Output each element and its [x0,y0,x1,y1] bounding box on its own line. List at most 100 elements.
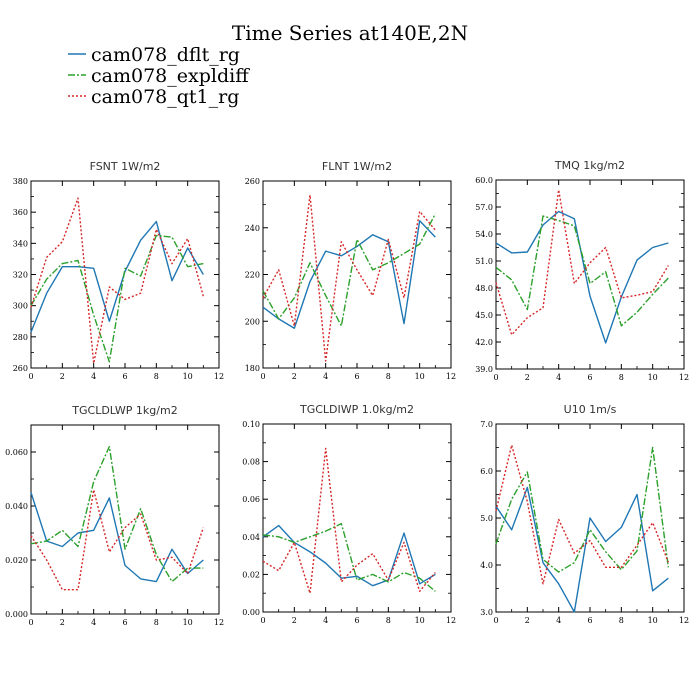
y-tick-label: 320 [13,271,28,280]
x-tick-label: 0 [260,616,265,625]
y-tick-label: 4.0 [480,561,493,570]
legend: cam078_dflt_rg cam078_expldiff cam078_qt… [68,44,250,108]
y-tick-label: 0.020 [5,556,28,565]
x-tick-label: 4 [556,616,561,625]
y-tick-label: 300 [13,302,28,311]
x-tick-label: 12 [679,616,689,625]
panel-u10: U10 1m/s 0 2 4 6 8 10 12 3.0 4.0 5.0 6.0 7.0 [480,403,689,625]
x-tick-label: 4 [91,372,96,381]
x-tick-label: 2 [525,616,530,625]
series-line-cam078_qt1_rg [30,197,205,365]
x-tick-label: 10 [183,372,193,381]
x-tick-label: 12 [446,616,456,625]
x-tick-label: 8 [154,618,159,627]
x-tick-label: 2 [292,372,297,381]
y-tick-label: 57.0 [475,203,493,212]
x-tick-label: 4 [323,616,328,625]
series-line-cam078_qt1_rg [495,444,669,585]
series-line-cam078_dflt_rg [30,492,204,583]
x-tick-label: 10 [648,616,658,625]
x-tick-label: 12 [214,372,224,381]
y-tick-label: 7.0 [480,420,493,429]
y-tick-label: 0.060 [5,448,28,457]
x-tick-label: 4 [556,373,561,382]
series-line-cam078_dflt_rg [262,220,436,329]
x-tick-label: 6 [354,372,359,381]
x-tick-label: 0 [493,373,498,382]
y-tick-label: 340 [13,239,28,248]
y-tick-label: 240 [245,224,260,233]
legend-label-0: cam078_dflt_rg [91,44,240,66]
x-tick-label: 6 [587,373,592,382]
x-tick-label: 12 [679,373,689,382]
series-line-cam078_expldiff [262,522,436,592]
series-line-cam078_dflt_rg [30,220,204,333]
x-tick-label: 4 [323,372,328,381]
y-tick-label: 39.0 [475,365,493,374]
y-tick-label: 0.06 [242,495,260,504]
y-tick-label: 0.10 [242,420,260,429]
x-tick-label: 12 [214,618,224,627]
figure-title: Time Series at140E,2N [232,21,468,45]
series-line-cam078_qt1_rg [495,189,669,336]
panel-fsnt: FSNT 1W/m2 0 2 4 6 8 10 12 260 280 300 320 340 360 380 [13,160,224,381]
series-line-cam078_dflt_rg [495,210,669,344]
y-tick-label: 5.0 [480,514,493,523]
y-tick-label: 54.0 [475,230,493,239]
y-tick-label: 42.0 [475,338,493,347]
legend-label-2: cam078_qt1_rg [91,86,239,108]
plot-frame [262,180,452,369]
legend-entry: cam078_expldiff [68,65,250,87]
legend-entry: cam078_qt1_rg [68,86,239,108]
x-tick-label: 10 [415,372,425,381]
x-tick-label: 12 [446,372,456,381]
x-tick-label: 2 [60,618,65,627]
panel-tgcldiwp: TGCLDIWP 1.0kg/m2 0 2 4 6 8 10 12 0.00 0.02 0.04 0.… [242,403,456,625]
series-line-cam078_qt1_rg [30,489,204,591]
x-tick-label: 0 [28,618,33,627]
panel-title: TMQ 1kg/m2 [554,159,625,172]
y-tick-label: 200 [245,317,260,326]
panel-title: FLNT 1W/m2 [322,160,392,173]
plot-frame [30,424,220,615]
y-tick-label: 360 [13,208,28,217]
y-tick-label: 51.0 [475,257,493,266]
x-tick-label: 6 [122,618,127,627]
plot-frame [30,180,220,369]
y-tick-label: 0.04 [242,533,260,542]
x-tick-label: 8 [154,372,159,381]
legend-label-1: cam078_expldiff [91,65,250,87]
y-tick-label: 60.0 [475,176,493,185]
y-tick-label: 180 [245,364,260,373]
plot-frame [495,179,685,370]
series-line-cam078_expldiff [30,234,204,363]
y-tick-label: 0.000 [5,610,28,619]
panel-flnt: FLNT 1W/m2 0 2 4 6 8 10 12 180 200 220 240 260 [245,160,456,381]
y-tick-label: 0.08 [242,458,260,467]
y-tick-label: 380 [13,177,28,186]
x-tick-label: 8 [386,372,391,381]
series-line-cam078_dflt_rg [495,486,669,613]
panel-title: TGCLDIWP 1.0kg/m2 [299,403,414,416]
series-line-cam078_qt1_rg [262,447,436,594]
y-tick-label: 48.0 [475,284,493,293]
x-tick-label: 0 [493,616,498,625]
y-tick-label: 6.0 [480,467,493,476]
panel-title: TGCLDLWP 1kg/m2 [71,404,177,417]
x-tick-label: 8 [386,616,391,625]
x-tick-label: 2 [292,616,297,625]
legend-entry: cam078_dflt_rg [68,44,240,66]
panel-title: FSNT 1W/m2 [90,160,161,173]
x-tick-label: 2 [525,373,530,382]
y-tick-label: 45.0 [475,311,493,320]
x-tick-label: 10 [183,618,193,627]
y-tick-label: 0.040 [5,502,28,511]
y-tick-label: 280 [13,333,28,342]
x-tick-label: 10 [648,373,658,382]
panel-tmq: TMQ 1kg/m2 0 2 4 6 8 10 12 39.0 42.0 45.0 48.0 51.0 5… [475,159,689,382]
x-tick-label: 4 [91,618,96,627]
plot-frame [262,423,452,613]
y-tick-label: 220 [245,271,260,280]
series-line-cam078_qt1_rg [262,194,436,362]
y-tick-label: 260 [13,364,28,373]
